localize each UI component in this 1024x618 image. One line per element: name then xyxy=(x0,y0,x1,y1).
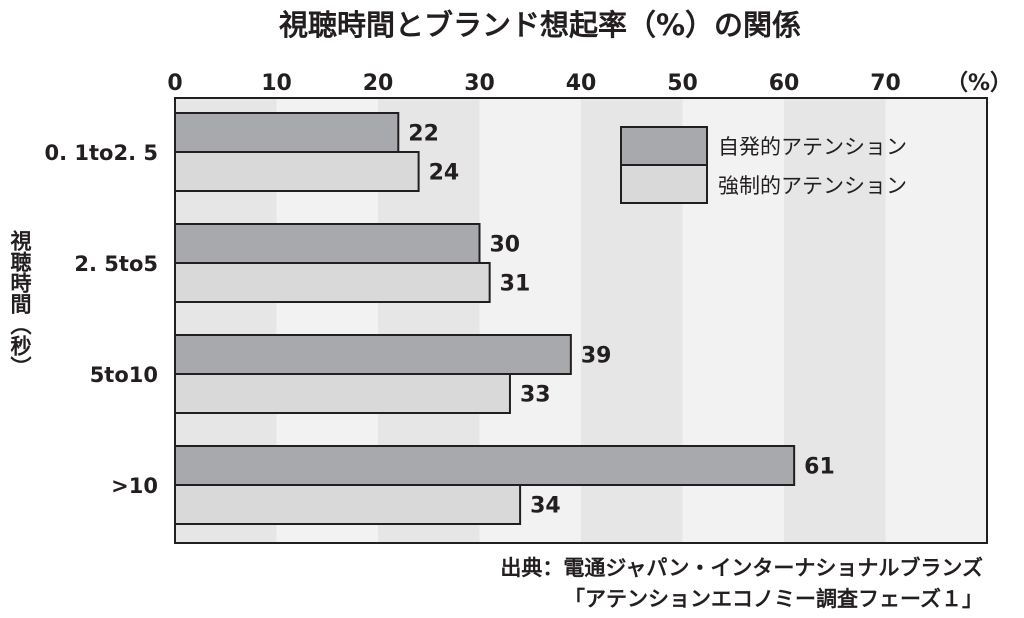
bar xyxy=(174,151,420,192)
bar-value-label: 33 xyxy=(520,383,551,408)
bar xyxy=(174,334,572,375)
y-axis-label: 視聴時間（秒） xyxy=(8,230,33,377)
bar-value-label: 39 xyxy=(581,344,612,369)
category-label: 2. 5to5 xyxy=(74,252,158,276)
source-line-1: 出典：電通ジャパン・インターナショナルブランズ xyxy=(500,556,983,580)
category-label: >10 xyxy=(111,474,158,498)
x-tick-label: 40 xyxy=(566,71,597,96)
bar xyxy=(174,445,796,486)
x-tick-label: 60 xyxy=(769,71,800,96)
bar xyxy=(174,373,511,414)
bar-value-label: 34 xyxy=(530,494,561,519)
bar xyxy=(174,484,522,525)
x-axis-ticks: 0 10 20 30 40 50 60 70 xyxy=(167,71,900,96)
legend-label-spontaneous: 自発的アテンション xyxy=(718,135,907,159)
x-tick-label: 10 xyxy=(261,71,292,96)
bar xyxy=(174,112,400,153)
x-axis-unit: （%） xyxy=(946,71,1012,96)
x-tick-label: 70 xyxy=(870,71,901,96)
bars: 22 24 30 31 39 33 61 34 xyxy=(174,112,835,525)
bar xyxy=(174,223,481,264)
source-line-2: 「アテンションエコノミー調査フェーズ１」 xyxy=(564,587,983,611)
category-labels: 0. 1to2. 5 2. 5to5 5to10 >10 xyxy=(45,141,159,498)
chart-title: 視聴時間とブランド想起率（%）の関係 xyxy=(279,8,801,42)
x-tick-label: 50 xyxy=(667,71,698,96)
legend-swatch-forced xyxy=(620,164,708,204)
bar-value-label: 24 xyxy=(429,161,460,186)
grid-band-7 xyxy=(885,98,987,543)
grid-band-6 xyxy=(784,98,886,543)
bar-value-label: 22 xyxy=(408,122,439,147)
legend: 自発的アテンション 強制的アテンション xyxy=(620,126,907,204)
category-label: 5to10 xyxy=(90,363,158,387)
x-tick-label: 0 xyxy=(167,71,182,96)
bar xyxy=(174,262,491,303)
x-tick-label: 20 xyxy=(363,71,394,96)
legend-label-forced: 強制的アテンション xyxy=(718,174,907,198)
bar-value-label: 30 xyxy=(490,233,521,258)
x-tick-label: 30 xyxy=(464,71,495,96)
plot-frame xyxy=(174,97,988,544)
bar-value-label: 61 xyxy=(804,455,835,480)
legend-swatch-spontaneous xyxy=(620,126,708,166)
bar-value-label: 31 xyxy=(500,272,531,297)
category-label: 0. 1to2. 5 xyxy=(45,141,159,165)
